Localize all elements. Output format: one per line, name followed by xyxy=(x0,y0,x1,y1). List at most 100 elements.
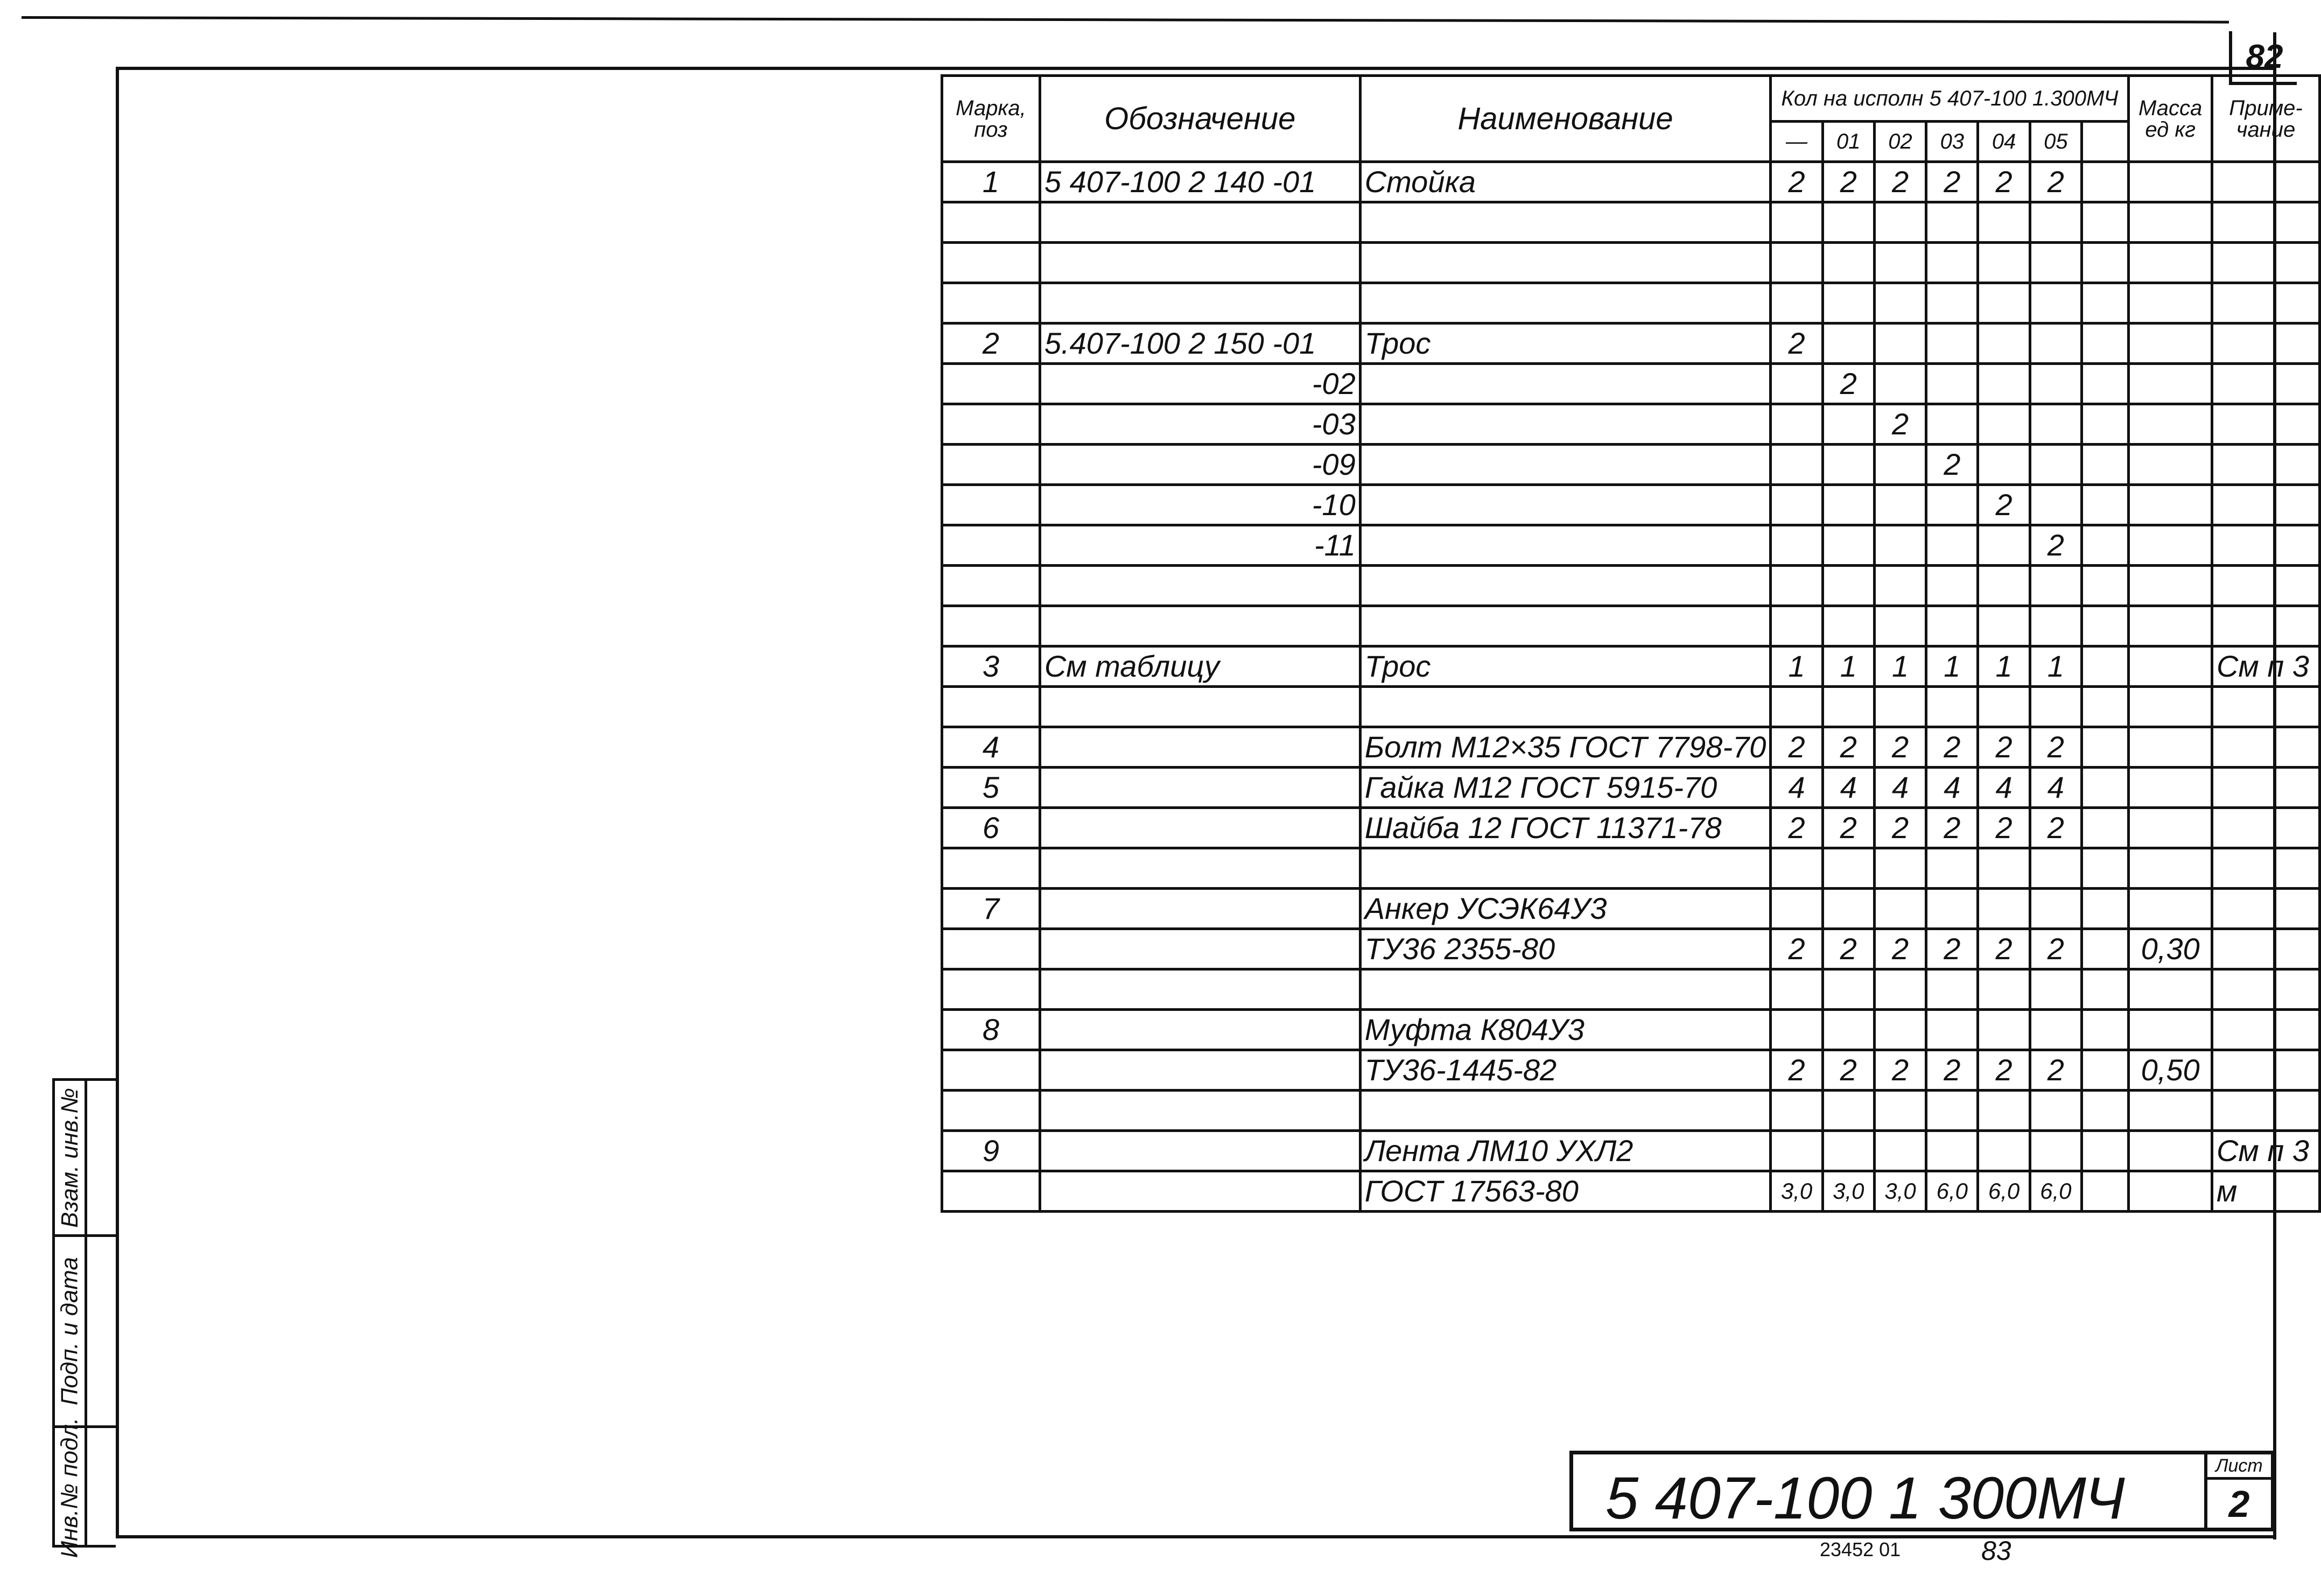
cell-pos xyxy=(941,443,1041,486)
cell-designation xyxy=(1038,201,1362,244)
cell-qty xyxy=(1821,483,1876,526)
title-block: 5 407-100 1 300МЧ Лист 2 xyxy=(1569,1451,2275,1531)
cell-mass xyxy=(2127,645,2213,688)
cell-qty xyxy=(2028,604,2083,648)
cell-pos xyxy=(941,201,1041,244)
cell-qty xyxy=(2028,241,2083,284)
header-qty-col xyxy=(2080,120,2130,163)
cell-qty xyxy=(1821,564,1876,607)
cell-qty: 2 xyxy=(2028,524,2083,567)
cell-qty xyxy=(2028,564,2083,607)
cell-qty xyxy=(1769,1008,1824,1051)
cell-note xyxy=(2210,1089,2321,1132)
cell-qty xyxy=(1976,564,2031,607)
cell-qty xyxy=(2080,524,2130,567)
cell-pos xyxy=(941,1089,1041,1132)
stamp-cell-replacement: Взам. инв.№ xyxy=(55,1081,116,1237)
cell-name: Стойка xyxy=(1358,160,1772,203)
cell-name xyxy=(1358,201,1772,244)
cell-qty xyxy=(1873,968,1928,1011)
cell-pos: 6 xyxy=(941,806,1041,849)
cell-mass xyxy=(2127,1170,2213,1213)
cell-name: ГОСТ 17563-80 xyxy=(1358,1170,1772,1213)
cell-qty xyxy=(2080,282,2130,325)
cell-qty xyxy=(1873,282,1928,325)
cell-qty xyxy=(2080,1170,2130,1213)
cell-qty xyxy=(2080,604,2130,648)
sheet-label: Лист xyxy=(2207,1454,2271,1480)
cell-note xyxy=(2210,362,2321,405)
header-qty-col: 02 xyxy=(1873,120,1928,163)
table-row: -10 2 xyxy=(941,483,2321,526)
table-row xyxy=(941,201,2321,244)
cell-qty: 2 xyxy=(1925,1049,1980,1092)
cell-qty xyxy=(1925,524,1980,567)
cell-note xyxy=(2210,927,2321,971)
cell-name: Трос xyxy=(1358,645,1772,688)
cell-qty: 2 xyxy=(1925,443,1980,486)
cell-designation: 5.407-100 2 150 -01 xyxy=(1038,322,1362,365)
cell-qty xyxy=(2080,1008,2130,1051)
cell-qty: 6,0 xyxy=(1976,1170,2031,1213)
cell-qty xyxy=(2080,443,2130,486)
table-row: 3 См таблицу Трос 1 1 1 1 1 1 См п 3 xyxy=(941,645,2321,688)
cell-qty xyxy=(1873,201,1928,244)
cell-qty: 2 xyxy=(2028,160,2083,203)
cell-pos xyxy=(941,282,1041,325)
cell-name xyxy=(1358,604,1772,648)
cell-qty xyxy=(1769,564,1824,607)
cell-pos: 3 xyxy=(941,645,1041,688)
cell-pos xyxy=(941,1049,1041,1092)
cell-qty xyxy=(1821,685,1876,728)
archive-number: 23452 01 xyxy=(1820,1538,1901,1560)
table-row: -03 2 xyxy=(941,403,2321,446)
cell-qty xyxy=(1873,564,1928,607)
cell-qty xyxy=(2028,322,2083,365)
cell-qty: 2 xyxy=(1821,927,1876,971)
cell-qty xyxy=(1925,847,1980,890)
table-row: 4 Болт М12×35 ГОСТ 7798-70 2 2 2 2 2 2 xyxy=(941,726,2321,769)
cell-note xyxy=(2210,524,2321,567)
header-designation: Обозначение xyxy=(1038,74,1362,163)
cell-qty xyxy=(2080,322,2130,365)
cell-qty xyxy=(1769,968,1824,1011)
cell-qty xyxy=(1769,847,1824,890)
cell-designation: -03 xyxy=(1038,403,1362,446)
specification-table: Марка, поз Обозначение Наименование Кол … xyxy=(941,74,2321,1213)
cell-note xyxy=(2210,806,2321,849)
cell-qty: 2 xyxy=(1873,726,1928,769)
cell-mass xyxy=(2127,483,2213,526)
table-row xyxy=(941,968,2321,1011)
cell-qty xyxy=(1976,685,2031,728)
cell-name xyxy=(1358,282,1772,325)
cell-qty xyxy=(1925,322,1980,365)
cell-mass: 0,30 xyxy=(2127,927,2213,971)
cell-mass xyxy=(2127,1089,2213,1132)
cell-qty: 1 xyxy=(2028,645,2083,688)
cell-qty xyxy=(1873,524,1928,567)
table-row: -02 2 xyxy=(941,362,2321,405)
cell-note xyxy=(2210,201,2321,244)
cell-qty xyxy=(2080,847,2130,890)
header-pos: Марка, поз xyxy=(941,74,1041,163)
cell-qty xyxy=(2080,806,2130,849)
cell-qty xyxy=(2080,362,2130,405)
drawing-frame xyxy=(116,67,2275,1538)
table-row xyxy=(941,847,2321,890)
stamp-label: Взам. инв.№ xyxy=(56,1087,83,1228)
document-designation: 5 407-100 1 300МЧ xyxy=(1605,1465,2125,1531)
cell-qty: 6,0 xyxy=(2028,1170,2083,1213)
cell-note xyxy=(2210,282,2321,325)
cell-qty xyxy=(2080,160,2130,203)
cell-qty: 2 xyxy=(1925,160,1980,203)
cell-qty: 2 xyxy=(1873,1049,1928,1092)
cell-qty xyxy=(2080,403,2130,446)
cell-qty xyxy=(1976,282,2031,325)
cell-qty: 2 xyxy=(1976,1049,2031,1092)
cell-qty xyxy=(1976,524,2031,567)
cell-mass xyxy=(2127,604,2213,648)
cell-qty xyxy=(1976,403,2031,446)
header-note: Приме-чание xyxy=(2210,74,2321,163)
cell-qty xyxy=(2080,483,2130,526)
